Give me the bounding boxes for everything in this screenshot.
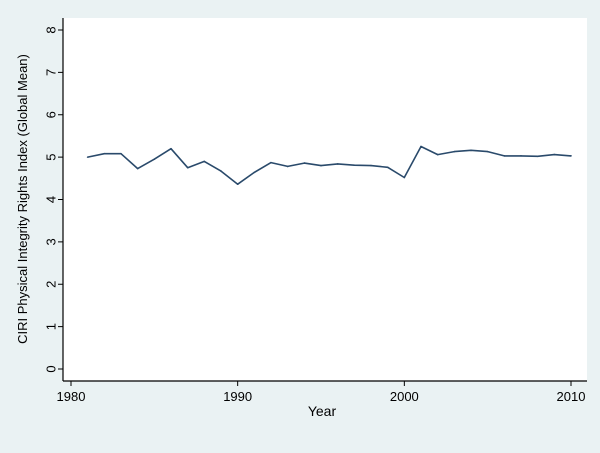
data-point	[503, 155, 506, 157]
x-tick-label: 2000	[390, 389, 419, 404]
data-point	[436, 153, 439, 156]
y-tick-label: 7	[44, 69, 59, 76]
data-point	[453, 150, 456, 153]
data-point	[236, 183, 239, 186]
data-point	[520, 155, 522, 157]
y-tick-label: 0	[44, 365, 59, 372]
data-point	[253, 171, 256, 174]
data-point	[286, 165, 289, 168]
series-line	[87, 145, 572, 185]
y-tick-label: 5	[44, 154, 59, 161]
y-tick-label: 2	[44, 281, 59, 288]
data-point	[153, 158, 156, 161]
series-layer	[86, 145, 572, 186]
y-tick-label: 4	[44, 196, 59, 203]
data-point	[353, 164, 356, 166]
data-point	[203, 160, 206, 163]
data-point	[303, 162, 306, 164]
data-point	[220, 170, 222, 172]
data-point	[103, 152, 106, 155]
data-point	[136, 167, 139, 170]
data-point	[320, 164, 322, 167]
data-point	[486, 150, 489, 153]
y-tick-label: 8	[44, 26, 59, 33]
data-point	[403, 176, 406, 179]
y-axis-title: CIRI Physical Integrity Rights Index (Gl…	[15, 54, 30, 344]
y-tick-label: 3	[44, 238, 59, 245]
x-axis: 1980 1990 2000 2010	[57, 380, 587, 404]
data-point	[536, 155, 539, 158]
data-point	[336, 163, 339, 165]
x-tick-label: 2010	[557, 389, 586, 404]
data-point	[420, 145, 422, 148]
data-point	[270, 161, 272, 164]
data-point	[570, 155, 572, 157]
data-point	[120, 152, 122, 155]
data-point	[386, 166, 389, 169]
data-point	[186, 166, 189, 169]
data-point	[370, 164, 372, 167]
x-axis-title: Year	[308, 403, 337, 419]
x-tick-label: 1980	[57, 389, 86, 404]
plot-area	[63, 18, 587, 381]
data-point	[553, 153, 556, 156]
y-axis: 0 1 2 3 4 5 6 7 8	[44, 18, 64, 381]
data-point	[170, 147, 172, 150]
data-point	[470, 149, 472, 152]
y-tick-label: 6	[44, 111, 59, 118]
y-tick-label: 1	[44, 323, 59, 330]
data-point	[86, 156, 89, 158]
x-tick-label: 1990	[223, 389, 252, 404]
